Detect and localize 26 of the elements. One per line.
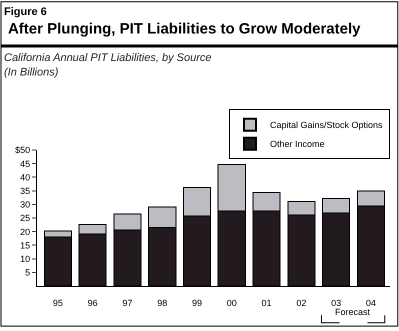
x-tick-label: 99 <box>192 298 202 308</box>
x-tick-label: 04 <box>366 298 376 308</box>
y-tick-label: 20 <box>20 226 30 237</box>
chart-title: After Plunging, PIT Liabilities to Grow Moderately <box>8 20 362 38</box>
x-tick-label: 97 <box>122 298 132 308</box>
y-tick-label: 40 <box>20 172 30 182</box>
x-tick-label: 01 <box>262 298 272 308</box>
y-tick-label: 15 <box>20 240 30 250</box>
y-tick-label: 25 <box>20 213 30 224</box>
x-tick-label: 96 <box>88 298 98 308</box>
y-tick-label: 30 <box>20 200 30 210</box>
caption: Figure 6 <box>4 6 47 18</box>
x-tick-label: 98 <box>157 298 168 308</box>
y-tick-label: 10 <box>20 254 30 264</box>
y-tick-label: 5 <box>25 268 30 278</box>
y-tick-label: 35 <box>20 186 30 196</box>
text: Forecast <box>335 307 371 317</box>
y-tick-label: $50 <box>15 145 30 156</box>
y-tick-label: 45 <box>20 158 30 169</box>
x-tick-label: 00 <box>226 298 237 308</box>
x-tick-label: 02 <box>296 298 306 308</box>
legend-label: Capital Gains/Stock Options <box>270 120 384 130</box>
x-tick-label: 95 <box>52 298 63 308</box>
x-tick-label: 03 <box>331 298 342 308</box>
chart-subtitle: California Annual PIT Liabilities, by Source (In Billions) <box>4 52 212 78</box>
legend-label: Other Income <box>270 139 325 150</box>
